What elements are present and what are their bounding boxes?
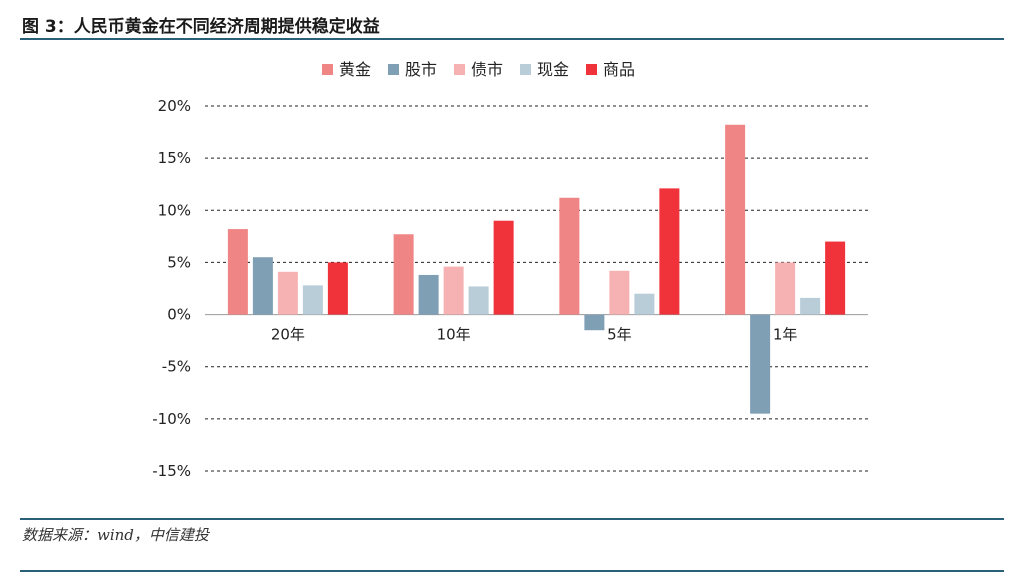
y-tick-label: -10% [152, 410, 191, 428]
x-axis-labels: 20年 10年 5年 1年 [271, 326, 798, 344]
bar-股市-20年 [252, 257, 273, 315]
bar-黄金-1年 [725, 124, 746, 315]
bottom-rule [20, 570, 1004, 572]
bar-chart: 黄金 股市 债市 现金 商品 20% 15% 10% 5% 0% -5% -10% -15% 20年 1… [152, 60, 868, 480]
legend-swatch [322, 64, 333, 75]
top-rule [20, 38, 1004, 40]
bar-债市-10年 [443, 266, 464, 315]
source-rule [20, 518, 1004, 520]
bar-现金-10年 [468, 286, 489, 315]
y-tick-label: -5% [162, 358, 191, 376]
bar-现金-20年 [302, 285, 323, 315]
bar-股市-1年 [750, 314, 771, 414]
legend-label: 现金 [537, 60, 569, 79]
legend-swatch [520, 64, 531, 75]
figure-title: 图 3：人民币黄金在不同经济周期提供稳定收益 [22, 17, 380, 37]
bar-现金-5年 [634, 293, 655, 315]
legend-swatch [586, 64, 597, 75]
bar-商品-5年 [659, 188, 680, 315]
y-tick-label: -15% [152, 462, 191, 480]
legend-label: 黄金 [339, 60, 371, 79]
x-tick-label: 20年 [271, 326, 305, 344]
y-tick-label: 20% [158, 97, 191, 115]
bar-现金-1年 [800, 297, 821, 315]
y-tick-label: 10% [158, 201, 191, 219]
bar-债市-20年 [277, 271, 298, 315]
bar-商品-20年 [327, 262, 348, 315]
y-tick-label: 5% [167, 253, 191, 271]
bar-股市-10年 [418, 274, 439, 315]
bar-债市-5年 [609, 270, 630, 315]
bar-股市-5年 [584, 314, 605, 331]
legend-swatch [454, 64, 465, 75]
bar-债市-1年 [775, 262, 796, 315]
legend-label: 债市 [471, 60, 503, 79]
bar-商品-1年 [825, 241, 846, 315]
bar-商品-10年 [493, 220, 514, 315]
legend: 黄金 股市 债市 现金 商品 [322, 60, 635, 79]
y-tick-label: 0% [167, 306, 191, 324]
source-note: 数据来源：wind，中信建投 [22, 526, 209, 544]
bar-黄金-5年 [559, 197, 580, 315]
x-tick-label: 5年 [607, 326, 632, 344]
x-tick-label: 1年 [773, 326, 798, 344]
y-tick-label: 15% [158, 149, 191, 167]
legend-label: 股市 [405, 60, 437, 79]
bar-黄金-10年 [393, 234, 414, 315]
y-axis-labels: 20% 15% 10% 5% 0% -5% -10% -15% [152, 97, 191, 480]
x-tick-label: 10年 [437, 326, 471, 344]
bar-黄金-20年 [227, 229, 248, 315]
bars [227, 124, 846, 414]
legend-swatch [388, 64, 399, 75]
legend-label: 商品 [603, 60, 635, 79]
